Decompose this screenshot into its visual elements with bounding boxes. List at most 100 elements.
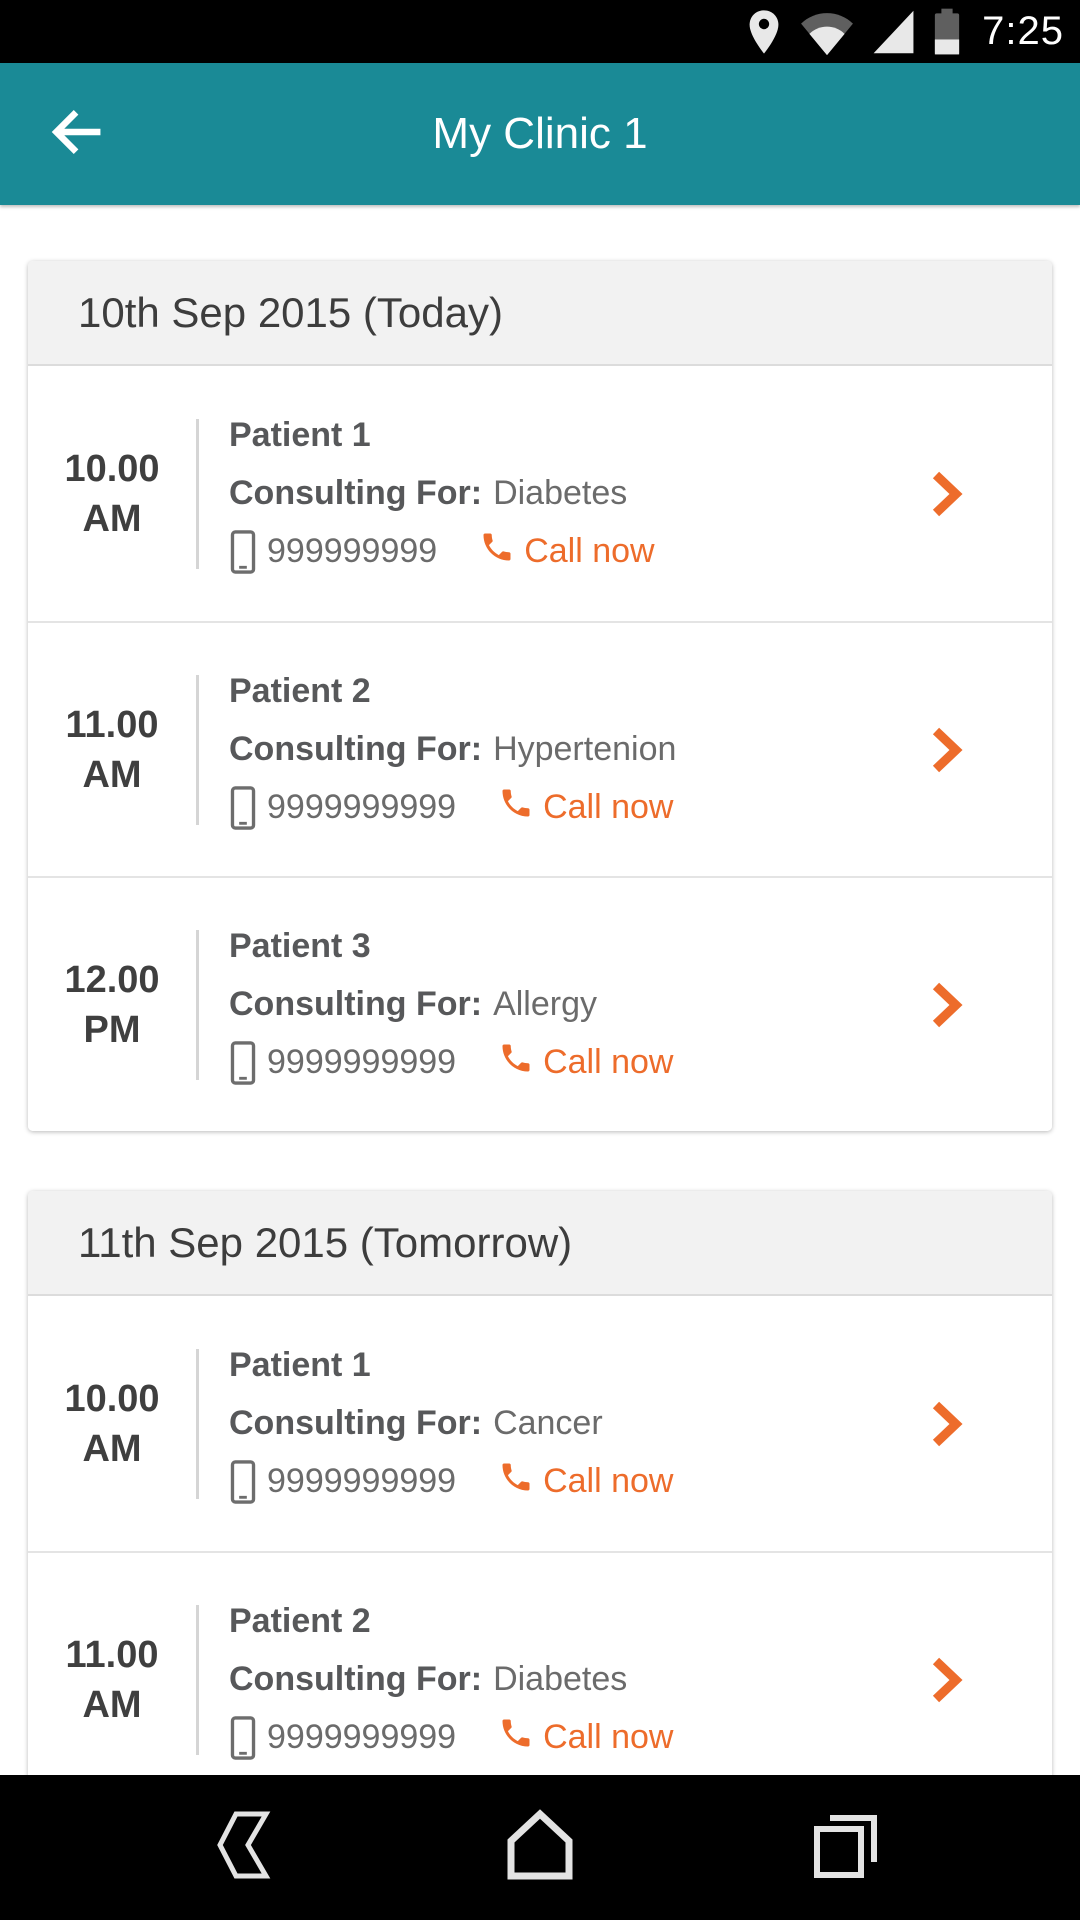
nav-home-button[interactable] — [495, 1803, 585, 1893]
nav-back-icon — [212, 1806, 274, 1889]
nav-recents-icon-button[interactable] — [800, 1803, 890, 1893]
date-header: 11th Sep 2015 (Tomorrow) — [28, 1191, 1052, 1296]
call-icon — [498, 785, 543, 830]
chevron-right-icon[interactable] — [924, 1656, 968, 1704]
status-bar: 7:25 — [0, 0, 1080, 63]
call-icon — [498, 1459, 543, 1504]
appointment-row[interactable]: 11.00 AM Patient 2 Consulting For: Diabe… — [28, 1551, 1052, 1806]
appointment-time-meridiem: AM — [82, 1427, 142, 1470]
phone-number: 9999999999 — [267, 1462, 457, 1500]
condition-value: Hypertenion — [493, 730, 677, 768]
call-now-button[interactable]: Call now — [498, 1459, 673, 1504]
appointments-card: 10th Sep 2015 (Today) 10.00 AM Patient 1… — [28, 261, 1052, 1131]
call-icon — [498, 1040, 543, 1085]
phone-number: 9999999999 — [267, 788, 457, 826]
appointment-time-meridiem: AM — [82, 1683, 142, 1726]
consulting-for-label: Consulting For: — [229, 1660, 483, 1698]
call-now-label: Call now — [543, 1718, 674, 1756]
date-header-label: 10th Sep 2015 (Today) — [78, 288, 503, 336]
patient-name: Patient 3 — [229, 927, 371, 965]
appointment-time-meridiem: AM — [82, 753, 142, 796]
call-icon — [498, 1715, 543, 1760]
appointments-list: 10th Sep 2015 (Today) 10.00 AM Patient 1… — [0, 205, 1080, 1920]
time-divider — [196, 418, 199, 569]
appointment-time-meridiem: PM — [83, 1008, 141, 1051]
status-time: 7:25 — [982, 9, 1064, 53]
time-divider — [196, 929, 199, 1080]
condition-value: Diabetes — [493, 474, 628, 512]
call-now-label: Call now — [543, 1043, 674, 1081]
app-bar: My Clinic 1 — [0, 63, 1080, 205]
call-now-label: Call now — [524, 532, 655, 570]
card-rows: 10.00 AM Patient 1 Consulting For: Diabe… — [28, 366, 1052, 1131]
date-header: 10th Sep 2015 (Today) — [28, 261, 1052, 366]
card-rows: 10.00 AM Patient 1 Consulting For: Cance… — [28, 1296, 1052, 1806]
call-now-button[interactable]: Call now — [498, 1715, 673, 1760]
appointment-time-value: 10.00 — [64, 1377, 160, 1420]
call-icon — [479, 529, 524, 574]
arrow-left-icon — [47, 102, 107, 167]
condition-value: Allergy — [493, 985, 597, 1023]
appointment-row[interactable]: 10.00 AM Patient 1 Consulting For: Diabe… — [28, 366, 1052, 621]
phone-number: 9999999999 — [267, 1043, 457, 1081]
phone-number: 999999999 — [267, 532, 438, 570]
appointment-time: 10.00 AM — [28, 1374, 196, 1474]
appointment-time-value: 11.00 — [65, 1633, 159, 1676]
appointment-time: 10.00 AM — [28, 444, 196, 544]
battery-icon — [933, 8, 961, 56]
phone-number: 9999999999 — [267, 1718, 457, 1756]
mobile-phone-icon — [229, 529, 257, 574]
location-icon — [744, 8, 784, 56]
appointment-row[interactable]: 10.00 AM Patient 1 Consulting For: Cance… — [28, 1296, 1052, 1551]
nav-home-icon — [500, 1805, 580, 1890]
appointment-time-value: 11.00 — [65, 703, 159, 746]
time-divider — [196, 1348, 199, 1499]
mobile-phone-icon — [229, 1040, 257, 1085]
appointment-details: Patient 1 Consulting For: Cancer 9999999… — [229, 1337, 673, 1511]
call-now-label: Call now — [543, 1462, 674, 1500]
chevron-right-icon[interactable] — [924, 470, 968, 518]
condition-value: Diabetes — [493, 1660, 628, 1698]
mobile-phone-icon — [229, 785, 257, 830]
appointment-details: Patient 2 Consulting For: Hypertenion 99… — [229, 663, 676, 837]
consulting-for-label: Consulting For: — [229, 985, 483, 1023]
mobile-phone-icon — [229, 1715, 257, 1760]
time-divider — [196, 1604, 199, 1755]
appointments-card: 11th Sep 2015 (Tomorrow) 10.00 AM Patien… — [28, 1191, 1052, 1806]
page-title: My Clinic 1 — [432, 109, 648, 158]
date-header-label: 11th Sep 2015 (Tomorrow) — [78, 1218, 573, 1266]
appointment-time-value: 12.00 — [64, 958, 160, 1001]
appointment-time: 11.00 AM — [28, 700, 196, 800]
appointment-row[interactable]: 11.00 AM Patient 2 Consulting For: Hyper… — [28, 621, 1052, 876]
chevron-right-icon[interactable] — [924, 726, 968, 774]
patient-name: Patient 2 — [229, 1602, 371, 1640]
patient-name: Patient 1 — [229, 1346, 371, 1384]
chevron-right-icon[interactable] — [924, 1400, 968, 1448]
wifi-icon — [799, 7, 855, 57]
appointment-details: Patient 3 Consulting For: Allergy 999999… — [229, 918, 673, 1092]
call-now-button[interactable]: Call now — [498, 785, 673, 830]
nav-back-button[interactable] — [198, 1803, 288, 1893]
appointment-row[interactable]: 12.00 PM Patient 3 Consulting For: Aller… — [28, 876, 1052, 1131]
appointment-details: Patient 1 Consulting For: Diabetes 99999… — [229, 407, 655, 581]
appointment-time: 12.00 PM — [28, 955, 196, 1055]
patient-name: Patient 1 — [229, 416, 371, 454]
time-divider — [196, 674, 199, 825]
appointment-details: Patient 2 Consulting For: Diabetes 99999… — [229, 1593, 673, 1767]
call-now-button[interactable]: Call now — [479, 529, 655, 574]
appointment-time-value: 10.00 — [64, 447, 160, 490]
back-button[interactable] — [42, 99, 112, 169]
call-now-label: Call now — [543, 788, 674, 826]
chevron-right-icon[interactable] — [924, 981, 968, 1029]
condition-value: Cancer — [493, 1404, 603, 1442]
signal-icon — [870, 7, 918, 57]
consulting-for-label: Consulting For: — [229, 474, 483, 512]
consulting-for-label: Consulting For: — [229, 730, 483, 768]
appointment-time-meridiem: AM — [82, 497, 142, 540]
call-now-button[interactable]: Call now — [498, 1040, 673, 1085]
mobile-phone-icon — [229, 1459, 257, 1504]
android-nav-bar — [0, 1775, 1080, 1920]
patient-name: Patient 2 — [229, 672, 371, 710]
appointment-time: 11.00 AM — [28, 1630, 196, 1730]
nav-recents-icon — [806, 1806, 884, 1889]
